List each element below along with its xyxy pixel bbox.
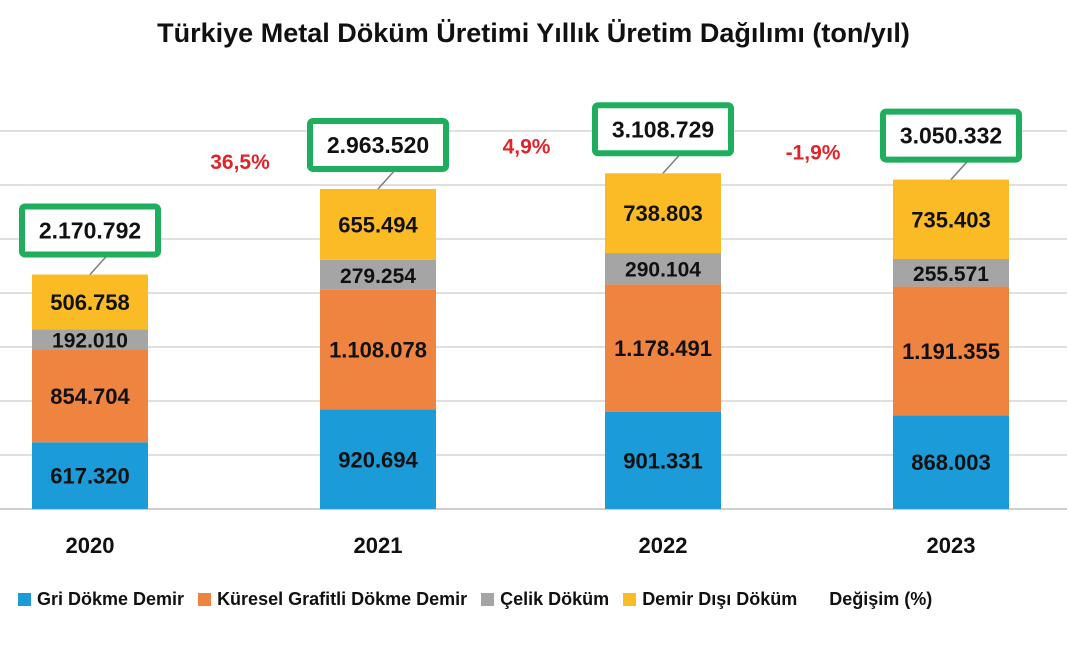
data-label: 920.694 — [338, 447, 418, 472]
legend-item-kuresel: Küresel Grafitli Dökme Demir — [198, 589, 467, 610]
legend-swatch-celik — [481, 593, 495, 606]
total-label: 3.108.729 — [612, 116, 714, 142]
data-label: 279.254 — [340, 265, 416, 288]
data-label: 1.178.491 — [614, 336, 712, 361]
change-label: -1,9% — [786, 142, 841, 165]
total-label: 3.050.332 — [900, 123, 1002, 149]
category-label: 2020 — [66, 533, 115, 558]
data-label: 854.704 — [50, 384, 130, 409]
data-label: 738.803 — [623, 201, 703, 226]
category-label: 2022 — [639, 533, 688, 558]
stacked-bar-chart: 617.320 854.704 192.010 506.758 2.170.792 202… — [0, 102, 1067, 558]
data-label: 255.571 — [913, 263, 989, 286]
legend-item-demir-disi: Demir Dışı Döküm — [623, 589, 797, 610]
data-label: 192.010 — [52, 330, 128, 353]
total-box — [592, 102, 734, 157]
chart-title: Türkiye Metal Döküm Üretimi Yıllık Üreti… — [157, 18, 910, 48]
data-label: 735.403 — [911, 207, 991, 232]
bar-segment — [320, 188, 436, 260]
data-label: 1.191.355 — [902, 339, 1000, 364]
bar-segment — [605, 411, 721, 509]
bar-segment — [605, 173, 721, 254]
bar-segment — [893, 286, 1009, 416]
bar-segment — [320, 259, 436, 290]
legend-label-kuresel: Küresel Grafitli Dökme Demir — [217, 589, 468, 609]
change-label: 36,5% — [210, 151, 270, 174]
bar-segment — [320, 289, 436, 410]
legend: Gri Dökme Demir Küresel Grafitli Dökme D… — [18, 589, 1058, 610]
bar-segment — [32, 274, 148, 330]
legend-label-celik: Çelik Döküm — [500, 589, 610, 609]
bar-segment — [320, 409, 436, 509]
total-leader-line — [89, 254, 109, 276]
legend-label-gri: Gri Dökme Demir — [37, 589, 185, 609]
bar-segment — [605, 284, 721, 412]
data-label: 506.758 — [50, 290, 130, 315]
bar-segment — [605, 253, 721, 285]
data-label: 290.104 — [625, 259, 701, 282]
legend-label-degisim: Değişim (%) — [829, 589, 933, 609]
legend-swatch-demir-disi — [623, 593, 637, 606]
category-label: 2023 — [927, 533, 976, 558]
data-label: 655.494 — [338, 212, 418, 237]
total-box — [19, 203, 161, 258]
bar-segment — [893, 258, 1009, 287]
bar-segment — [32, 350, 148, 443]
data-label: 1.108.078 — [329, 338, 427, 363]
bar-segment — [893, 179, 1009, 259]
total-label: 2.170.792 — [39, 218, 141, 244]
total-leader-line — [662, 152, 682, 174]
data-label: 617.320 — [50, 464, 130, 489]
legend-item-celik: Çelik Döküm — [481, 589, 609, 610]
data-label: 901.331 — [623, 448, 703, 473]
legend-item-gri: Gri Dökme Demir — [18, 589, 184, 610]
category-label: 2021 — [354, 533, 403, 558]
legend-swatch-gri — [18, 593, 31, 606]
legend-label-demir-disi: Demir Dışı Döküm — [642, 589, 798, 609]
legend-swatch-kuresel — [198, 593, 212, 606]
legend-item-degisim: Değişim (%) — [829, 589, 932, 610]
total-leader-line — [950, 159, 970, 181]
bar-segment — [32, 442, 148, 509]
total-box — [307, 117, 449, 172]
total-leader-line — [377, 168, 397, 190]
total-label: 2.963.520 — [327, 132, 429, 158]
change-label: 4,9% — [503, 135, 551, 158]
bar-segment — [893, 415, 1009, 509]
total-box — [880, 108, 1022, 163]
bar-segment — [32, 329, 148, 351]
data-label: 868.003 — [911, 450, 991, 475]
